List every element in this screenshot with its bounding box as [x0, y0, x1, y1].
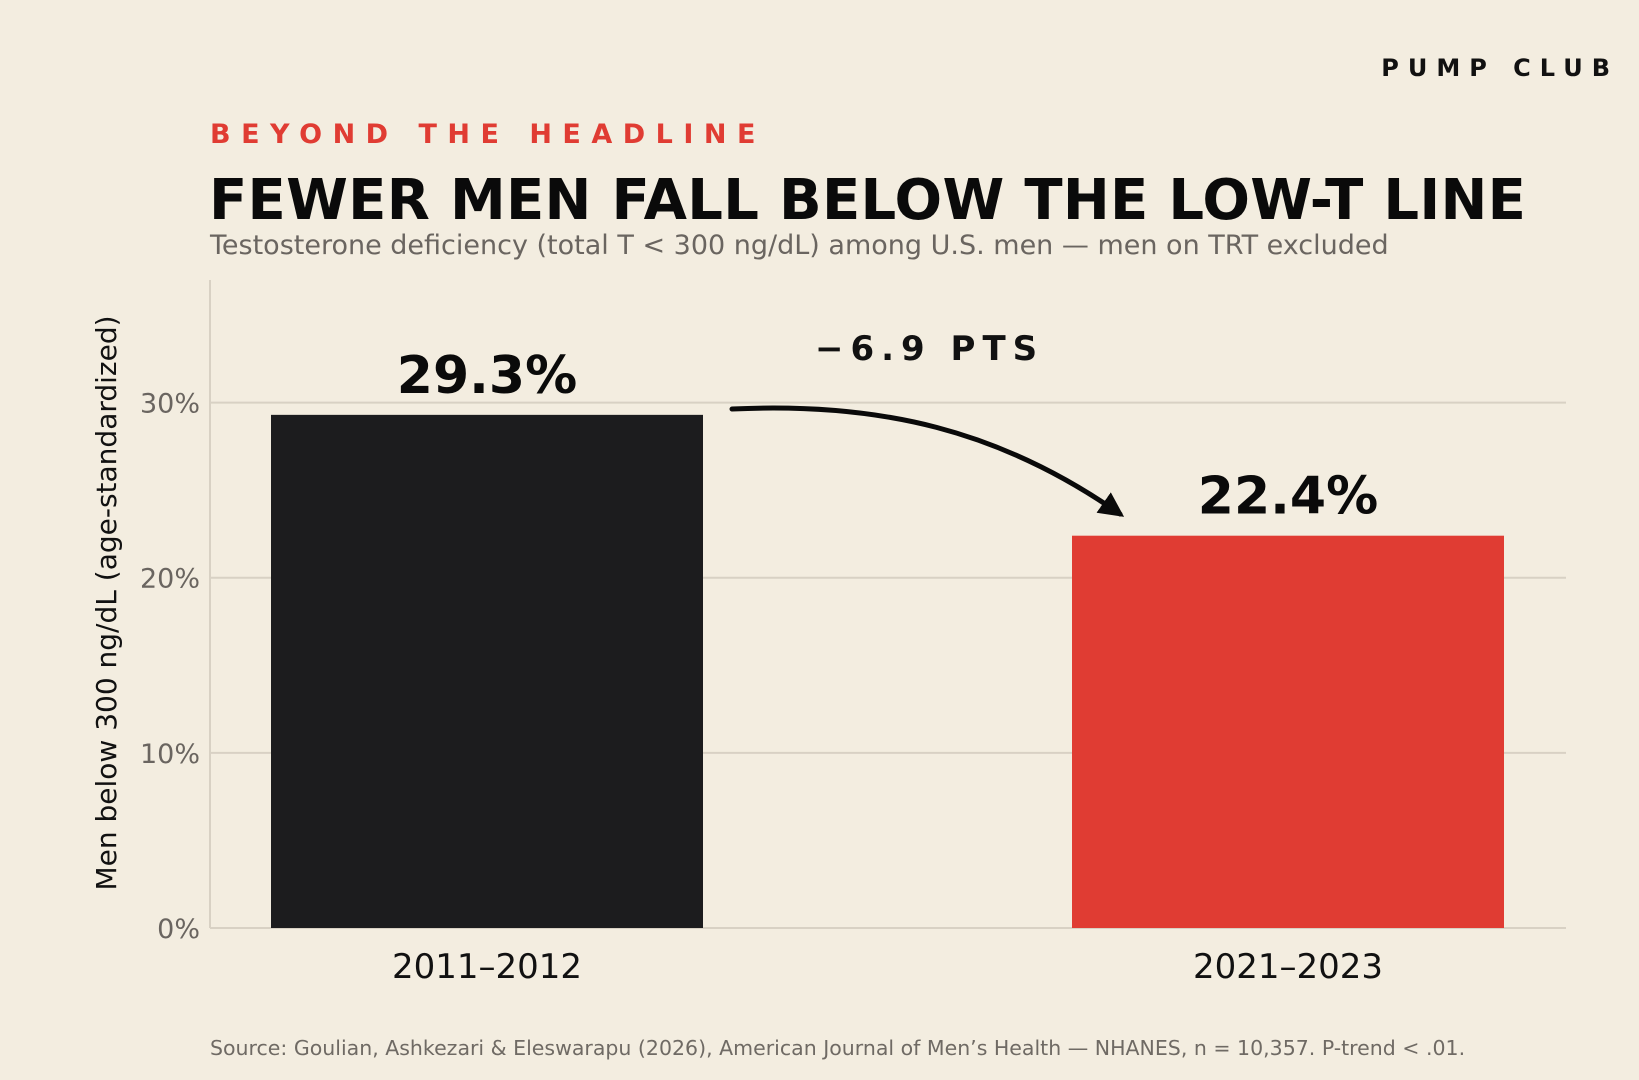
source-note: Source: Goulian, Ashkezari & Eleswarapu …: [210, 1036, 1466, 1060]
x-tick-label: 2011–2012: [392, 947, 582, 987]
y-tick-label: 20%: [140, 564, 200, 595]
x-tick-label: 2021–2023: [1193, 947, 1383, 987]
chart-subtitle: Testosterone deficiency (total T < 300 n…: [210, 230, 1389, 261]
bar-1: [271, 414, 703, 928]
y-axis-label: Men below 300 ng/dL (age-standardized): [90, 315, 123, 890]
change-arrow: [729, 405, 1125, 517]
bar-2: [1072, 535, 1504, 928]
value-label: 22.4%: [1198, 467, 1378, 527]
brand-logo: PUMP CLUB: [1381, 54, 1619, 82]
kicker-label: BEYOND THE HEADLINE: [210, 119, 766, 150]
chart-title: FEWER MEN FALL BELOW THE LOW-T LINE: [209, 168, 1527, 233]
change-annotation: −6.9 PTS: [815, 329, 1044, 369]
value-label: 29.3%: [397, 346, 577, 406]
y-tick-label: 10%: [140, 739, 200, 770]
y-tick-label: 30%: [140, 389, 200, 420]
y-tick-label: 0%: [157, 914, 200, 945]
